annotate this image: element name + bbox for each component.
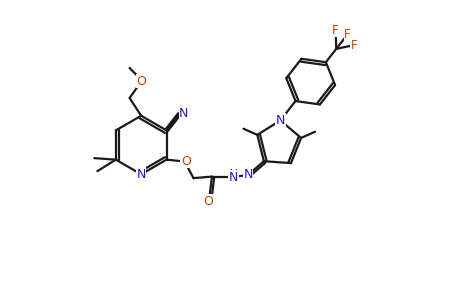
- Text: F: F: [344, 28, 351, 41]
- Text: N: N: [179, 107, 189, 120]
- Text: H: H: [230, 168, 238, 178]
- Text: O: O: [181, 155, 191, 168]
- Text: O: O: [203, 195, 213, 208]
- Text: F: F: [351, 38, 358, 52]
- Text: N: N: [243, 168, 253, 181]
- Text: F: F: [332, 24, 339, 37]
- Text: O: O: [136, 74, 146, 88]
- Text: N: N: [276, 114, 285, 127]
- Text: N: N: [229, 171, 238, 184]
- Text: N: N: [136, 168, 146, 181]
